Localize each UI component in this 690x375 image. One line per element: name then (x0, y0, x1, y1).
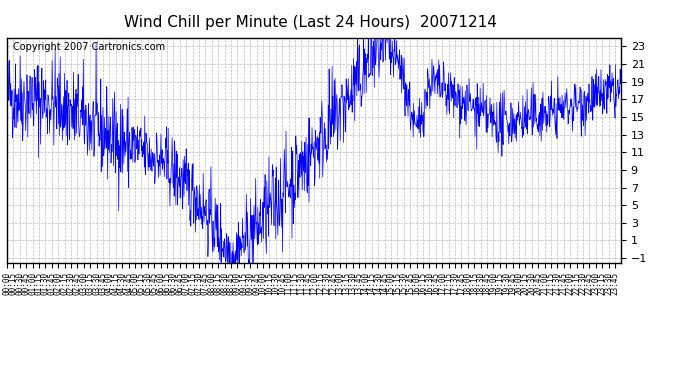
Text: Copyright 2007 Cartronics.com: Copyright 2007 Cartronics.com (13, 42, 165, 52)
Text: Wind Chill per Minute (Last 24 Hours)  20071214: Wind Chill per Minute (Last 24 Hours) 20… (124, 15, 497, 30)
